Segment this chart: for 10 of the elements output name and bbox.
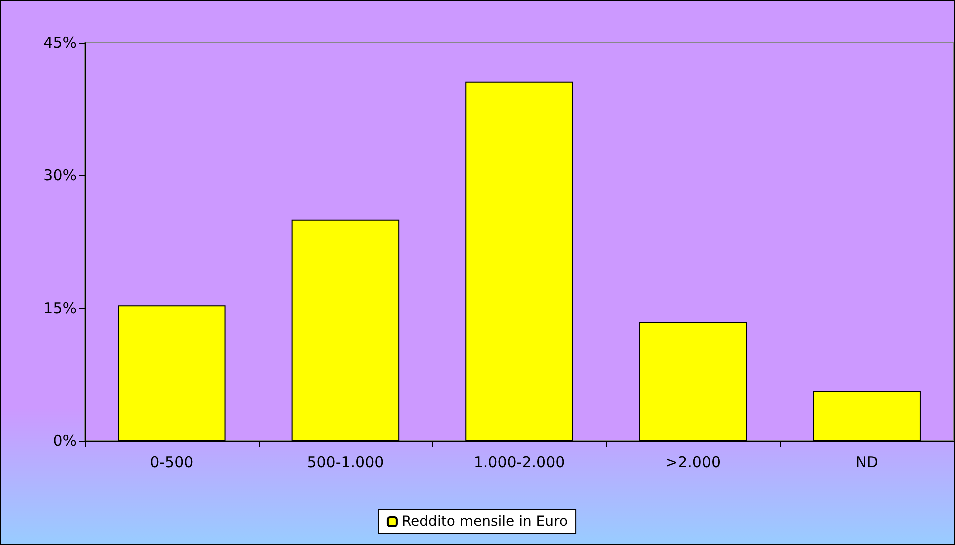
y-tick-label: 30%: [44, 166, 77, 185]
y-tick-label: 45%: [44, 34, 77, 52]
legend-label: Reddito mensile in Euro: [402, 514, 568, 530]
x-tick-label: 1.000-2.000: [474, 454, 566, 472]
y-tick-label: 0%: [53, 432, 77, 450]
x-tick-label: 0-500: [150, 454, 194, 472]
x-tick-label: ND: [856, 454, 878, 472]
x-tick-label: >2.000: [666, 454, 722, 472]
y-tick-label: 15%: [44, 299, 77, 318]
x-tick-label: 500-1.000: [307, 454, 384, 472]
